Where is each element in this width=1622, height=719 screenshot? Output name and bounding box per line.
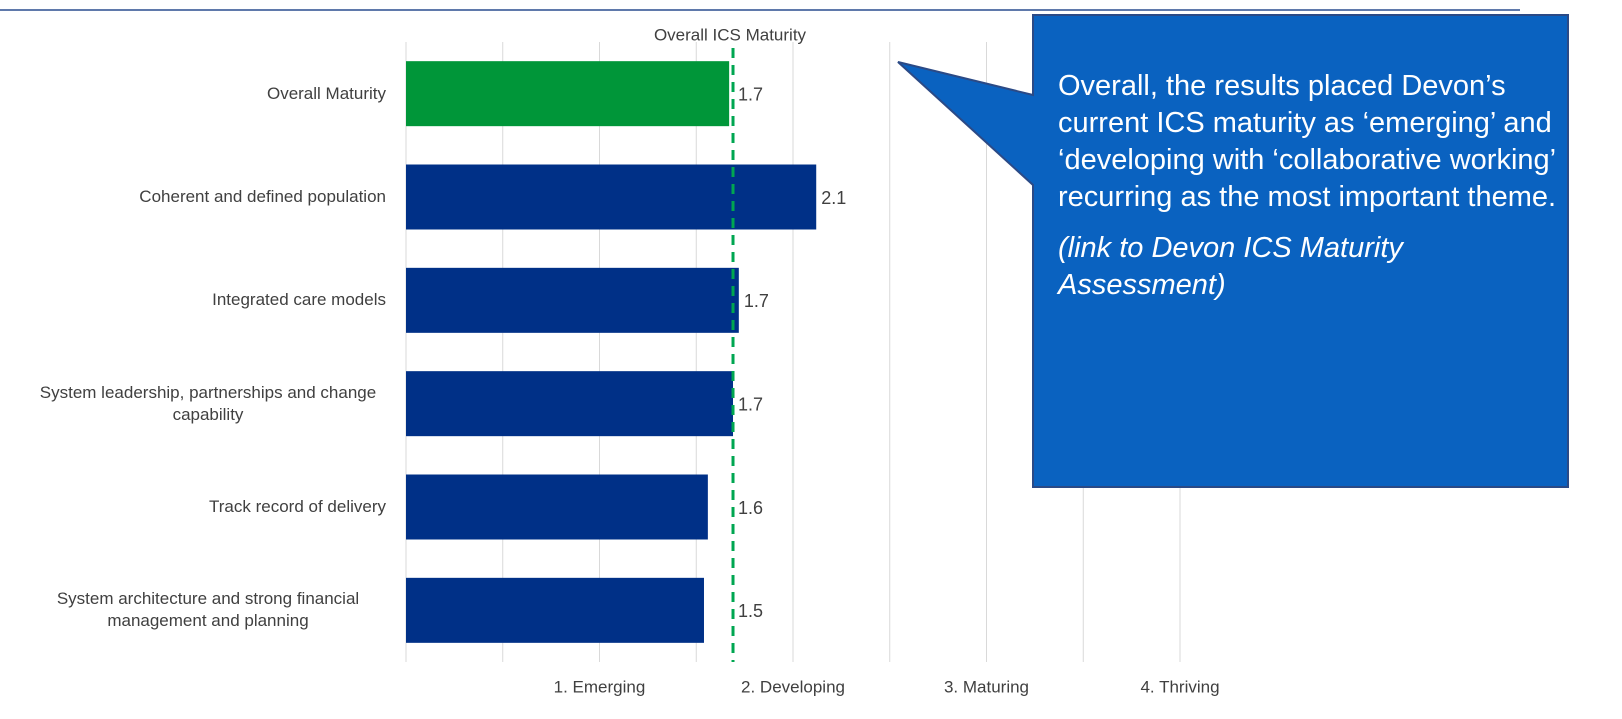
value-label: 1.6 xyxy=(738,498,763,518)
callout-box xyxy=(897,14,1569,488)
callout: Overall, the results placed Devon’s curr… xyxy=(1058,68,1563,318)
x-tick-label: 1. Emerging xyxy=(554,677,646,696)
y-tick-label: Integrated care models xyxy=(212,290,386,310)
callout-text: Overall, the results placed Devon’s curr… xyxy=(1058,70,1557,213)
value-label: 1.7 xyxy=(738,394,763,414)
reference-label: Overall ICS Maturity xyxy=(654,25,807,44)
x-tick-label: 2. Developing xyxy=(741,677,845,696)
bar xyxy=(406,164,817,230)
bar xyxy=(406,267,739,333)
y-tick-label: Coherent and defined population xyxy=(139,187,386,206)
y-tick-label: System architecture and strong financial… xyxy=(56,589,360,631)
y-tick-label: Track record of delivery xyxy=(209,497,386,516)
y-tick-label: System leadership, partnerships and chan… xyxy=(39,382,377,424)
value-label: 1.7 xyxy=(744,291,769,311)
bar xyxy=(406,474,708,540)
value-label: 2.1 xyxy=(821,188,846,208)
callout-link[interactable]: (link to Devon ICS Maturity Assessment) xyxy=(1058,232,1403,301)
value-label: 1.7 xyxy=(738,84,763,104)
bar xyxy=(406,61,730,127)
plot: 1. Emerging 2. Developing 3. Maturing 4. Th… xyxy=(405,25,1220,696)
x-tick-label: 4. Thriving xyxy=(1140,677,1219,696)
y-tick-label: Overall Maturity xyxy=(266,83,386,103)
bar xyxy=(406,371,734,437)
value-label: 1.5 xyxy=(738,601,763,621)
x-tick-label: 3. Maturing xyxy=(944,677,1029,696)
bar xyxy=(406,577,704,643)
